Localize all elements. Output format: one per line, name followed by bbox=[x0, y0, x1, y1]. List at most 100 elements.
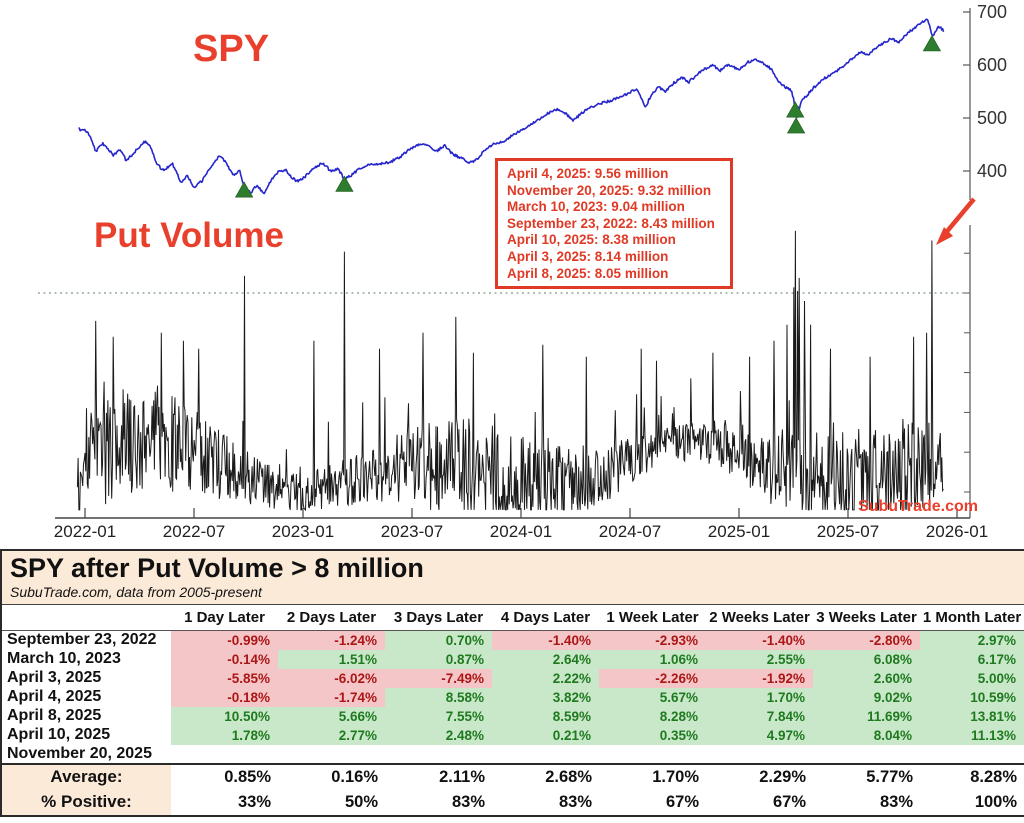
date-cell: April 8, 2025 bbox=[1, 706, 171, 726]
return-value-cell: 6.17% bbox=[920, 649, 1024, 669]
annotation-line: April 4, 2025: 9.56 million bbox=[507, 166, 669, 181]
return-value-cell bbox=[385, 744, 492, 764]
x-axis-label: 2025-07 bbox=[817, 522, 879, 541]
price-axis-label: 700 bbox=[977, 2, 1007, 22]
x-axis-label: 2024-07 bbox=[599, 522, 661, 541]
x-axis-label: 2026-01 bbox=[926, 522, 988, 541]
return-value-cell: 9.02% bbox=[813, 687, 920, 707]
annotation-line: November 20, 2025: 9.32 million bbox=[507, 182, 712, 198]
table-subtitle: SubuTrade.com, data from 2005-present bbox=[10, 584, 262, 600]
date-cell: March 10, 2023 bbox=[1, 649, 171, 669]
return-value-cell bbox=[813, 744, 920, 764]
return-value-cell: 3.82% bbox=[492, 687, 599, 707]
return-value-cell: 0.21% bbox=[492, 725, 599, 745]
summary-value-cell: 5.77% bbox=[813, 762, 920, 790]
return-value-cell: 0.70% bbox=[385, 630, 492, 650]
x-axis-label: 2023-07 bbox=[381, 522, 443, 541]
annotation-arrow-icon bbox=[942, 197, 976, 237]
return-value-cell: -0.99% bbox=[171, 630, 278, 650]
annotation-line: April 10, 2025: 8.38 million bbox=[507, 232, 676, 248]
annotation-arrowhead-icon bbox=[936, 227, 953, 245]
return-value-cell: 7.84% bbox=[706, 706, 813, 726]
return-value-cell: 8.59% bbox=[492, 706, 599, 726]
return-value-cell: -7.49% bbox=[385, 668, 492, 688]
x-axis-label: 2023-01 bbox=[272, 522, 334, 541]
x-axis-label: 2022-01 bbox=[54, 522, 116, 541]
column-header: 1 Week Later bbox=[599, 604, 706, 631]
return-value-cell bbox=[278, 744, 385, 764]
date-column-header bbox=[1, 604, 171, 631]
event-marker-triangle-icon bbox=[335, 175, 354, 192]
summary-value-cell: 83% bbox=[385, 789, 492, 816]
return-value-cell: -2.93% bbox=[599, 630, 706, 650]
event-marker-triangle-icon bbox=[786, 117, 806, 134]
summary-value-cell: 33% bbox=[171, 789, 278, 816]
return-value-cell: 1.70% bbox=[706, 687, 813, 707]
date-cell: November 20, 2025 bbox=[1, 744, 171, 764]
return-value-cell: -2.26% bbox=[599, 668, 706, 688]
return-value-cell: -1.40% bbox=[492, 630, 599, 650]
return-value-cell bbox=[171, 744, 278, 764]
date-cell: April 10, 2025 bbox=[1, 725, 171, 745]
return-value-cell: 1.06% bbox=[599, 649, 706, 669]
price-axis-label: 400 bbox=[977, 161, 1007, 181]
column-header: 4 Days Later bbox=[492, 604, 599, 631]
return-value-cell: 2.97% bbox=[920, 630, 1024, 650]
returns-table-section: SPY after Put Volume > 8 million SubuTra… bbox=[0, 549, 1024, 817]
summary-value-cell: 8.28% bbox=[920, 762, 1024, 790]
date-cell: September 23, 2022 bbox=[1, 630, 171, 650]
return-value-cell: 8.58% bbox=[385, 687, 492, 707]
summary-value-cell: 0.16% bbox=[278, 762, 385, 790]
return-value-cell: 11.13% bbox=[920, 725, 1024, 745]
return-value-cell: -2.80% bbox=[813, 630, 920, 650]
table-title-row: SPY after Put Volume > 8 million SubuTra… bbox=[1, 550, 1024, 605]
summary-value-cell: 100% bbox=[920, 789, 1024, 816]
return-value-cell: -1.40% bbox=[706, 630, 813, 650]
return-value-cell bbox=[706, 744, 813, 764]
return-value-cell: -1.74% bbox=[278, 687, 385, 707]
return-value-cell: -5.85% bbox=[171, 668, 278, 688]
column-header: 2 Days Later bbox=[278, 604, 385, 631]
return-value-cell: -0.14% bbox=[171, 649, 278, 669]
return-value-cell: 7.55% bbox=[385, 706, 492, 726]
return-value-cell: -1.24% bbox=[278, 630, 385, 650]
return-value-cell bbox=[599, 744, 706, 764]
return-value-cell bbox=[492, 744, 599, 764]
summary-value-cell: 83% bbox=[813, 789, 920, 816]
returns-table: SPY after Put Volume > 8 million SubuTra… bbox=[0, 549, 1024, 817]
chart-canvas: 2022-01 2022-07 2023-01 2023-07 2024-01 2024-… bbox=[38, 2, 1007, 541]
return-value-cell: 2.22% bbox=[492, 668, 599, 688]
event-marker-triangle-icon bbox=[922, 35, 942, 52]
put-volume-annotation-box: April 4, 2025: 9.56 million November 20, … bbox=[495, 158, 733, 290]
spy-series-label: SPY bbox=[193, 28, 270, 70]
return-value-cell: 2.48% bbox=[385, 725, 492, 745]
date-cell: April 3, 2025 bbox=[1, 668, 171, 688]
price-volume-chart: 2022-01 2022-07 2023-01 2023-07 2024-01 2024-… bbox=[38, 2, 1008, 541]
table-row: April 3, 2025 -5.85% -6.02% -7.49% 2.22% -2.2… bbox=[1, 668, 1024, 688]
chart-credit: SubuTrade.com bbox=[858, 498, 978, 515]
return-value-cell: 0.87% bbox=[385, 649, 492, 669]
x-axis-label: 2022-07 bbox=[163, 522, 225, 541]
annotation-line: March 10, 2023: 9.04 million bbox=[507, 199, 685, 215]
return-value-cell: 2.60% bbox=[813, 668, 920, 688]
table-title: SPY after Put Volume > 8 million bbox=[10, 553, 424, 583]
return-value-cell: -0.18% bbox=[171, 687, 278, 707]
summary-value-cell: 2.29% bbox=[706, 762, 813, 790]
table-row: April 8, 2025 10.50% 5.66% 7.55% 8.59% 8.28% 7… bbox=[1, 706, 1024, 726]
date-cell: April 4, 2025 bbox=[1, 687, 171, 707]
return-value-cell: 2.64% bbox=[492, 649, 599, 669]
return-value-cell: 10.59% bbox=[920, 687, 1024, 707]
table-row: March 10, 2023 -0.14% 1.51% 0.87% 2.64% 1.06%… bbox=[1, 649, 1024, 669]
column-header: 1 Month Later bbox=[920, 604, 1024, 631]
return-value-cell: 13.81% bbox=[920, 706, 1024, 726]
summary-value-cell: 0.85% bbox=[171, 762, 278, 790]
summary-value-cell: 67% bbox=[706, 789, 813, 816]
column-header: 3 Weeks Later bbox=[813, 604, 920, 631]
return-value-cell: -1.92% bbox=[706, 668, 813, 688]
return-value-cell bbox=[920, 744, 1024, 764]
return-value-cell: 2.55% bbox=[706, 649, 813, 669]
return-value-cell: 5.67% bbox=[599, 687, 706, 707]
event-marker-triangle-icon bbox=[234, 181, 254, 198]
return-value-cell: 5.00% bbox=[920, 668, 1024, 688]
